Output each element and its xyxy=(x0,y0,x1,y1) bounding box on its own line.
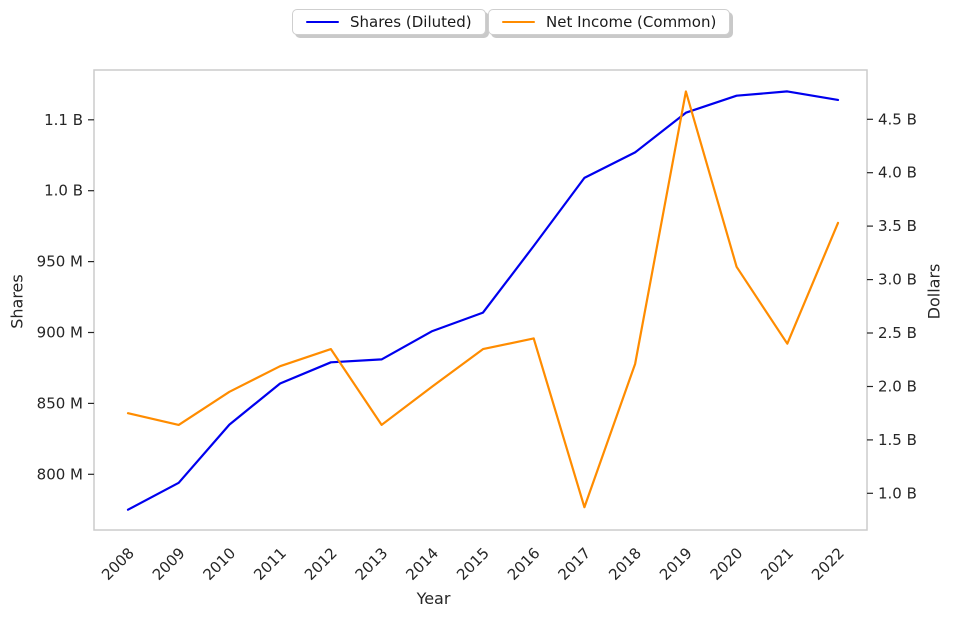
x-tick-label: 2014 xyxy=(402,544,442,584)
y-tick-label-left: 1.0 B xyxy=(44,182,83,200)
x-tick-label: 2009 xyxy=(149,544,189,584)
x-tick-label: 2019 xyxy=(656,544,696,584)
y-tick-label-right: 3.5 B xyxy=(878,217,917,235)
x-tick-label: 2018 xyxy=(605,544,645,584)
x-tick-label: 2010 xyxy=(200,544,240,584)
x-tick-label: 2021 xyxy=(757,544,797,584)
y-tick-label-right: 4.0 B xyxy=(878,164,917,182)
x-tick-label: 2016 xyxy=(504,544,544,584)
legend-box-net-income: Net Income (Common) xyxy=(488,9,731,35)
x-tick-label: 2012 xyxy=(301,544,341,584)
x-tick-label: 2011 xyxy=(250,544,290,584)
y-tick-label-right: 1.0 B xyxy=(878,484,917,502)
plot-border xyxy=(93,69,868,531)
y-tick-label-left: 850 M xyxy=(37,394,83,412)
x-tick-label: 2022 xyxy=(808,544,848,584)
x-tick-label: 2017 xyxy=(555,544,595,584)
legend-label-net-income: Net Income (Common) xyxy=(546,13,717,31)
y-tick-label-right: 3.0 B xyxy=(878,271,917,289)
y-tick-label-left: 1.1 B xyxy=(44,111,83,129)
legend-label-shares: Shares (Diluted) xyxy=(350,13,472,31)
x-axis-label: Year xyxy=(416,589,451,608)
y-tick-label-right: 1.5 B xyxy=(878,431,917,449)
y-tick-label-left: 950 M xyxy=(37,253,83,271)
series-line-net-income-common xyxy=(126,90,840,509)
x-tick-label: 2020 xyxy=(707,544,747,584)
y-axis-label-left: Shares xyxy=(7,274,27,329)
y-tick-label-left: 900 M xyxy=(37,323,83,341)
y-axis-label-right: Dollars xyxy=(924,263,944,320)
x-tick-label: 2015 xyxy=(453,544,493,584)
y-tick-label-left: 800 M xyxy=(37,465,83,483)
x-tick-label: 2008 xyxy=(98,544,138,584)
y-tick-label-right: 4.5 B xyxy=(878,110,917,128)
x-tick-label: 2013 xyxy=(352,544,392,584)
legend-box-shares: Shares (Diluted) xyxy=(292,9,486,35)
legend-line-sample-blue xyxy=(306,20,339,24)
series-line-shares-diluted xyxy=(126,90,840,511)
y-tick-label-right: 2.0 B xyxy=(878,377,917,395)
y-tick-label-right: 2.5 B xyxy=(878,324,917,342)
legend-line-sample-orange xyxy=(502,20,535,24)
